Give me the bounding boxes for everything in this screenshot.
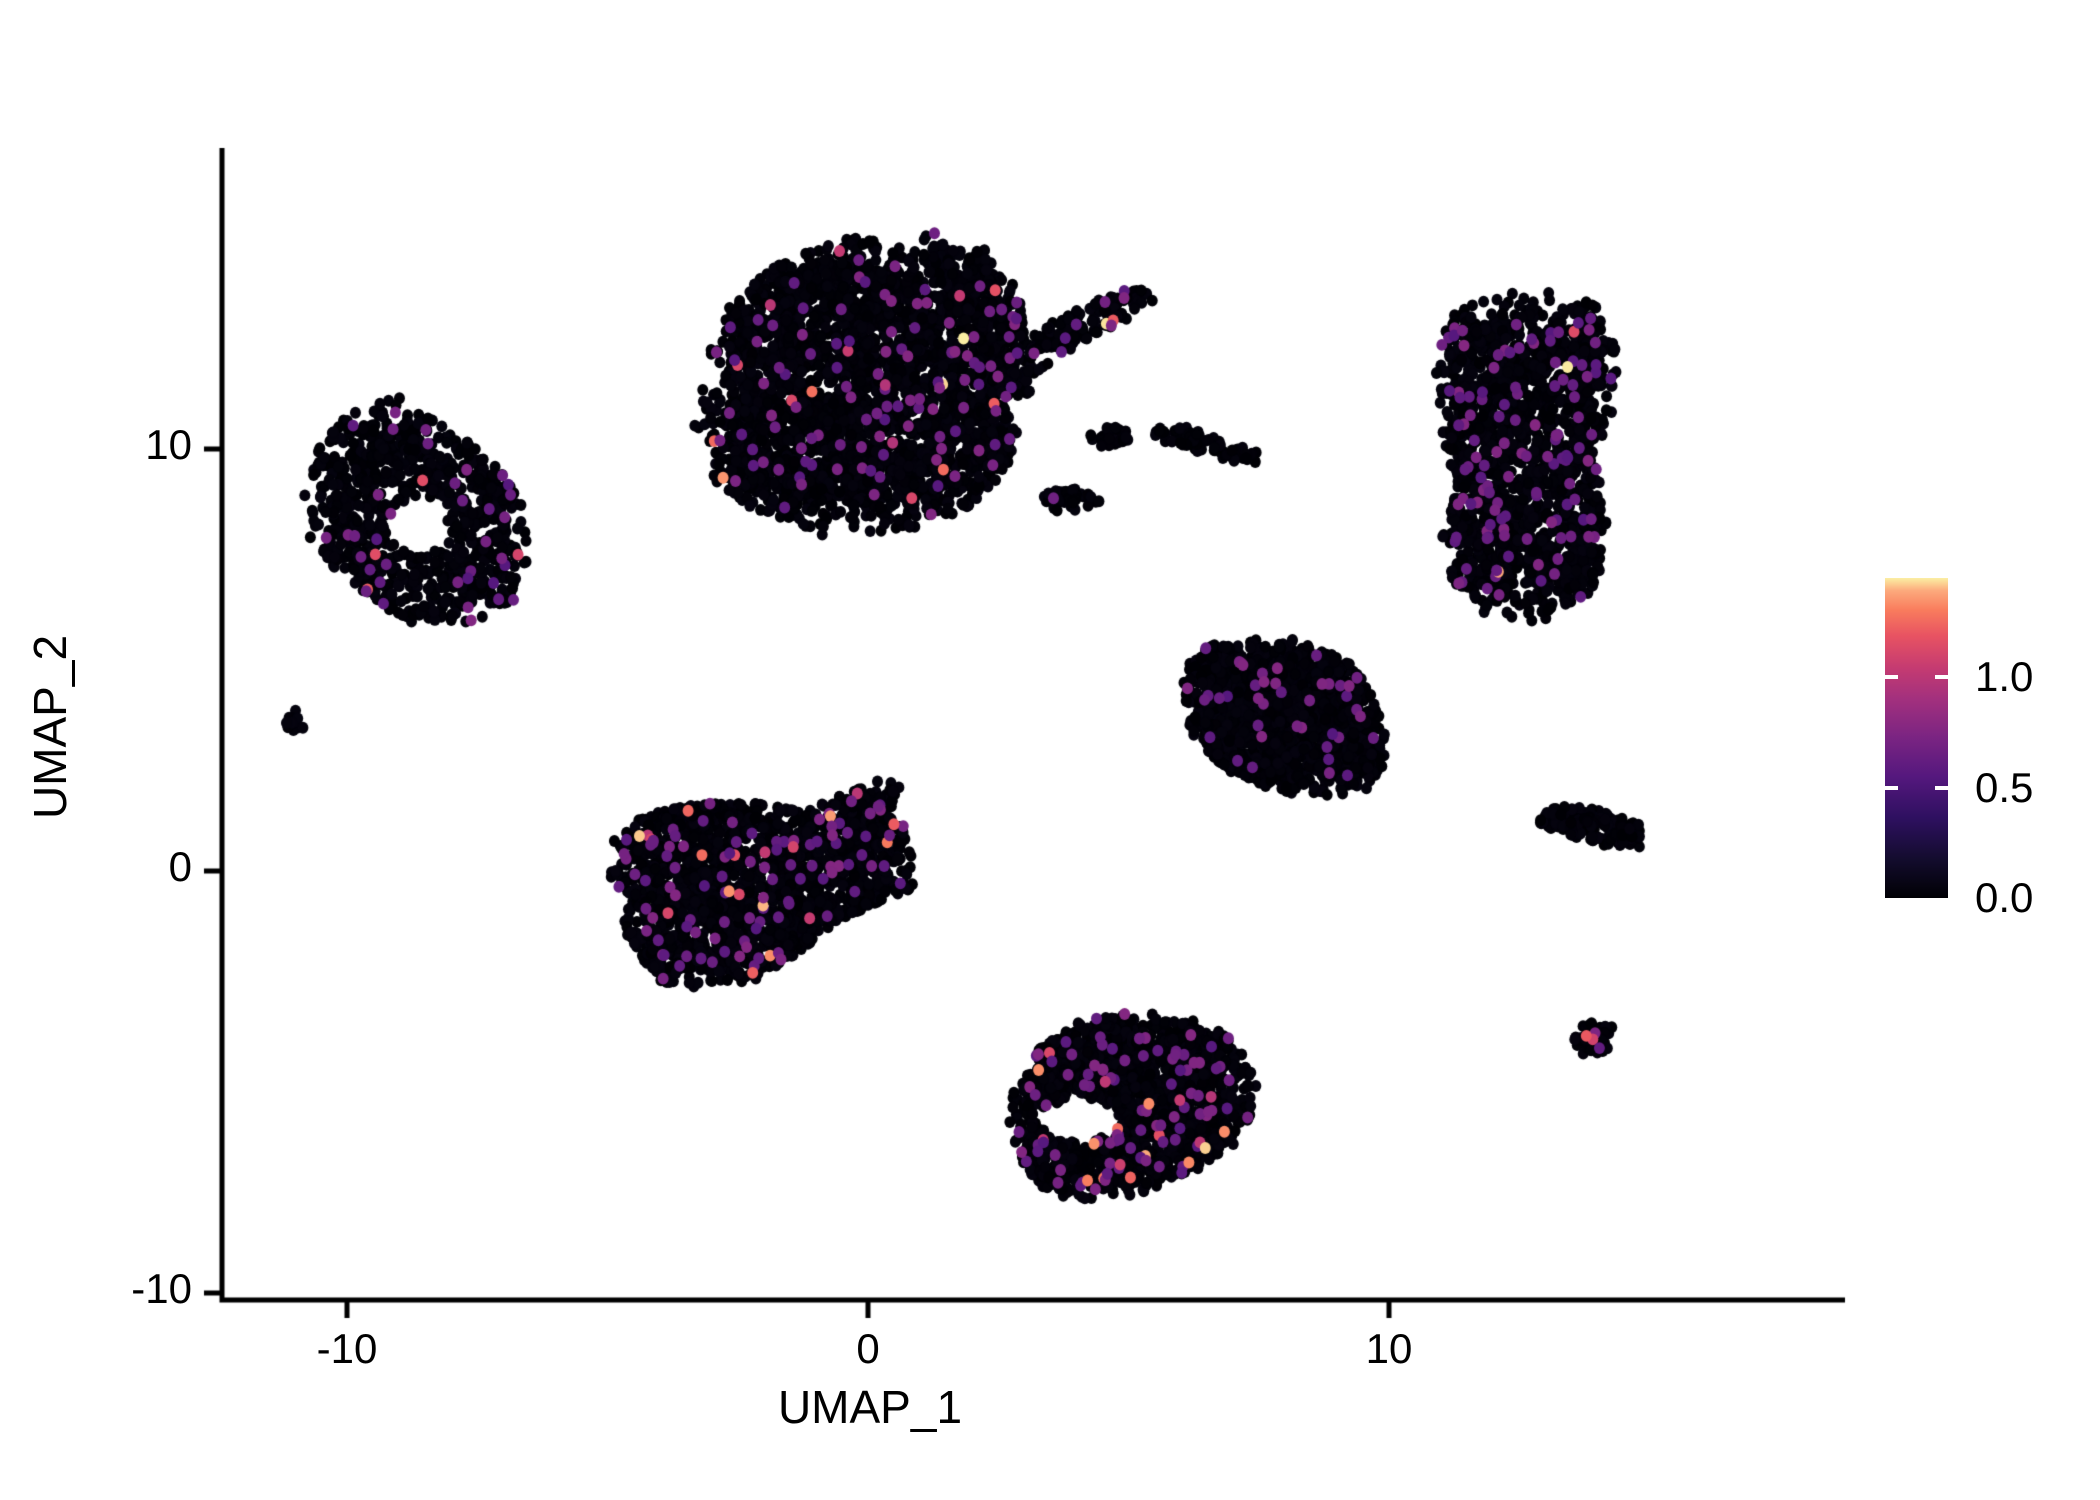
colorbar-tick-mark	[1935, 785, 1948, 790]
colorbar-gradient	[1885, 578, 1948, 898]
colorbar-tick-mark	[1885, 675, 1898, 680]
colorbar-legend	[1885, 578, 1948, 898]
colorbar-tick-label: 0.0	[1975, 874, 2034, 921]
colorbar-tick-mark	[1935, 675, 1948, 680]
x-axis-label: UMAP_1	[777, 1381, 963, 1433]
y-tick-label: 10	[145, 421, 192, 468]
colorbar-tick-label: 0.5	[1975, 763, 2034, 811]
y-tick-label: 0	[168, 843, 192, 890]
x-tick-label: 10	[1365, 1325, 1413, 1372]
y-tick-label: -10	[131, 1265, 192, 1312]
x-tick-label: -10	[316, 1325, 378, 1372]
colorbar-tick-label: 1.0	[1975, 653, 2034, 701]
x-tick-label: 0	[856, 1325, 880, 1372]
colorbar-tick-mark	[1885, 785, 1898, 790]
